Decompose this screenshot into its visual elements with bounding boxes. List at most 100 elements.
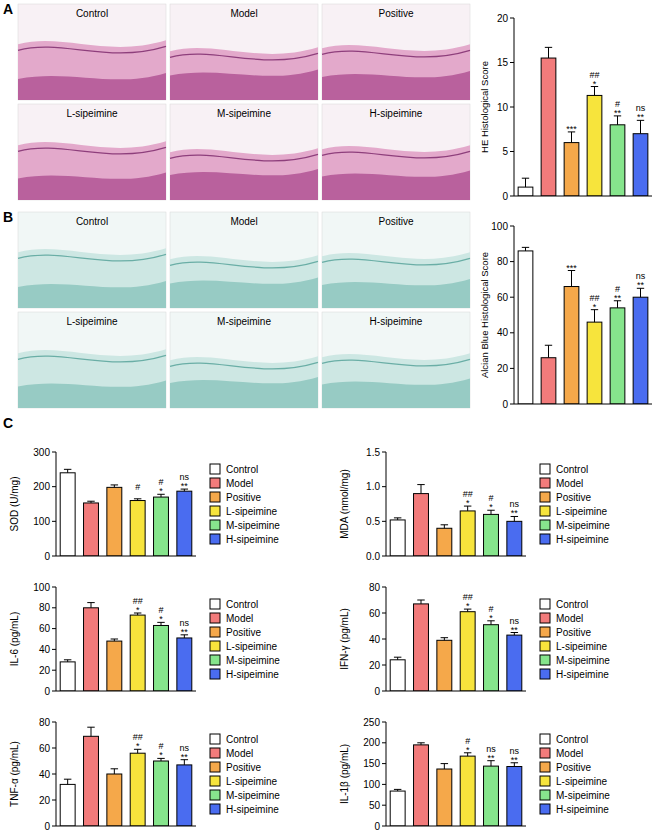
error-bar <box>87 727 94 736</box>
y-tick-label: 10 <box>497 102 509 113</box>
bar <box>484 766 499 826</box>
panel-letter: B <box>3 209 13 225</box>
y-tick <box>52 774 56 775</box>
y-tick <box>382 742 386 743</box>
error-bar <box>394 518 401 520</box>
significance-label: ## <box>589 293 599 303</box>
tissue-edge <box>170 261 318 268</box>
y-tick-label: 0 <box>44 821 50 832</box>
tissue-layer <box>18 281 166 308</box>
micrograph-frame <box>18 104 166 200</box>
x-axis <box>56 826 196 827</box>
tissue-layer <box>170 69 318 100</box>
tissue <box>170 148 318 200</box>
legend-swatch <box>210 506 220 516</box>
micrograph: L-sipeimine <box>18 312 166 408</box>
y-tick <box>52 521 56 522</box>
micrograph-label: L-sipeimine <box>66 316 118 327</box>
significance-label: ** <box>614 108 622 118</box>
y-tick <box>382 826 386 827</box>
legend-swatch <box>540 776 550 786</box>
y-tick <box>510 261 514 262</box>
significance-label: ** <box>487 753 495 763</box>
legend-swatch <box>210 790 220 800</box>
micrograph-label: Control <box>76 8 108 19</box>
tissue-layer <box>170 169 318 200</box>
chart: ****##**#**ns05101520HE Histological Sco… <box>479 13 652 202</box>
y-axis-title: TNF-α (pg/mL) <box>9 741 20 807</box>
tissue-layer <box>322 71 470 100</box>
y-tick-label: 20 <box>369 660 381 671</box>
legend-swatch <box>210 520 220 530</box>
bar <box>437 528 452 556</box>
bar <box>633 297 648 404</box>
significance-label: * <box>159 614 163 624</box>
bar <box>518 187 533 196</box>
y-tick-label: 50 <box>369 800 381 811</box>
tissue-edge <box>322 258 470 265</box>
bar <box>414 494 429 556</box>
significance-label: # <box>488 493 493 503</box>
y-tick <box>510 18 514 19</box>
micrograph-frame <box>322 312 470 408</box>
micrograph: Control <box>18 212 166 308</box>
legend-swatch <box>540 464 550 474</box>
significance-label: ns <box>510 616 520 626</box>
micrograph-frame <box>322 104 470 200</box>
y-axis <box>514 226 515 404</box>
error-bar <box>417 485 424 494</box>
legend-swatch <box>210 734 220 744</box>
legend-label: Model <box>556 478 583 489</box>
bar <box>84 608 99 691</box>
micrograph-frame <box>18 4 166 100</box>
micrograph-frame <box>170 212 318 308</box>
bars <box>518 247 648 404</box>
bar <box>130 615 145 691</box>
micrograph-frame <box>170 4 318 100</box>
bar <box>610 308 625 404</box>
significance-label: * <box>159 750 163 760</box>
chart: *##*#**ns020406080IFN-γ (pg/mL)ControlMo… <box>339 582 610 697</box>
legend-label: M-sipeimine <box>556 655 610 666</box>
error-bar <box>64 779 71 784</box>
y-tick <box>52 607 56 608</box>
legend: ControlModelPositiveL-sipeimineM-sipeimi… <box>210 464 280 545</box>
y-tick-label: 80 <box>39 717 51 728</box>
bar <box>84 736 99 826</box>
tissue <box>18 248 166 308</box>
y-tick-label: 60 <box>39 623 51 634</box>
y-tick-label: 80 <box>497 256 509 267</box>
y-tick-label: 20 <box>39 665 51 676</box>
chart: *##*#**ns0.00.51.01.5MDA (nmol/mg)Contro… <box>339 447 610 562</box>
y-tick-label: 15 <box>497 57 509 68</box>
legend-label: Control <box>556 734 588 745</box>
x-axis <box>386 556 526 557</box>
legend-swatch <box>210 804 220 814</box>
micrograph-frame <box>18 312 166 408</box>
y-axis <box>56 452 57 556</box>
legend-label: Positive <box>556 762 591 773</box>
legend-swatch <box>210 776 220 786</box>
y-tick <box>382 587 386 588</box>
bars <box>390 485 522 556</box>
y-axis-title: SOD (U/mg) <box>9 477 20 532</box>
y-tick <box>382 665 386 666</box>
tissue-layer <box>18 380 166 408</box>
y-tick <box>382 556 386 557</box>
bar <box>587 322 602 404</box>
bar <box>587 95 602 196</box>
y-tick-label: 40 <box>369 634 381 645</box>
significance-label: # <box>615 99 620 109</box>
error-bar <box>394 789 401 791</box>
error-bar <box>111 769 118 774</box>
bar <box>507 767 522 826</box>
tissue <box>18 141 166 200</box>
y-tick <box>382 639 386 640</box>
legend-label: H-sipeimine <box>226 669 279 680</box>
tissue <box>18 349 166 408</box>
y-tick <box>510 107 514 108</box>
y-tick-label: 0 <box>374 686 380 697</box>
tissue <box>170 356 318 408</box>
y-tick-label: 200 <box>363 737 380 748</box>
micrograph-frame <box>18 212 166 308</box>
